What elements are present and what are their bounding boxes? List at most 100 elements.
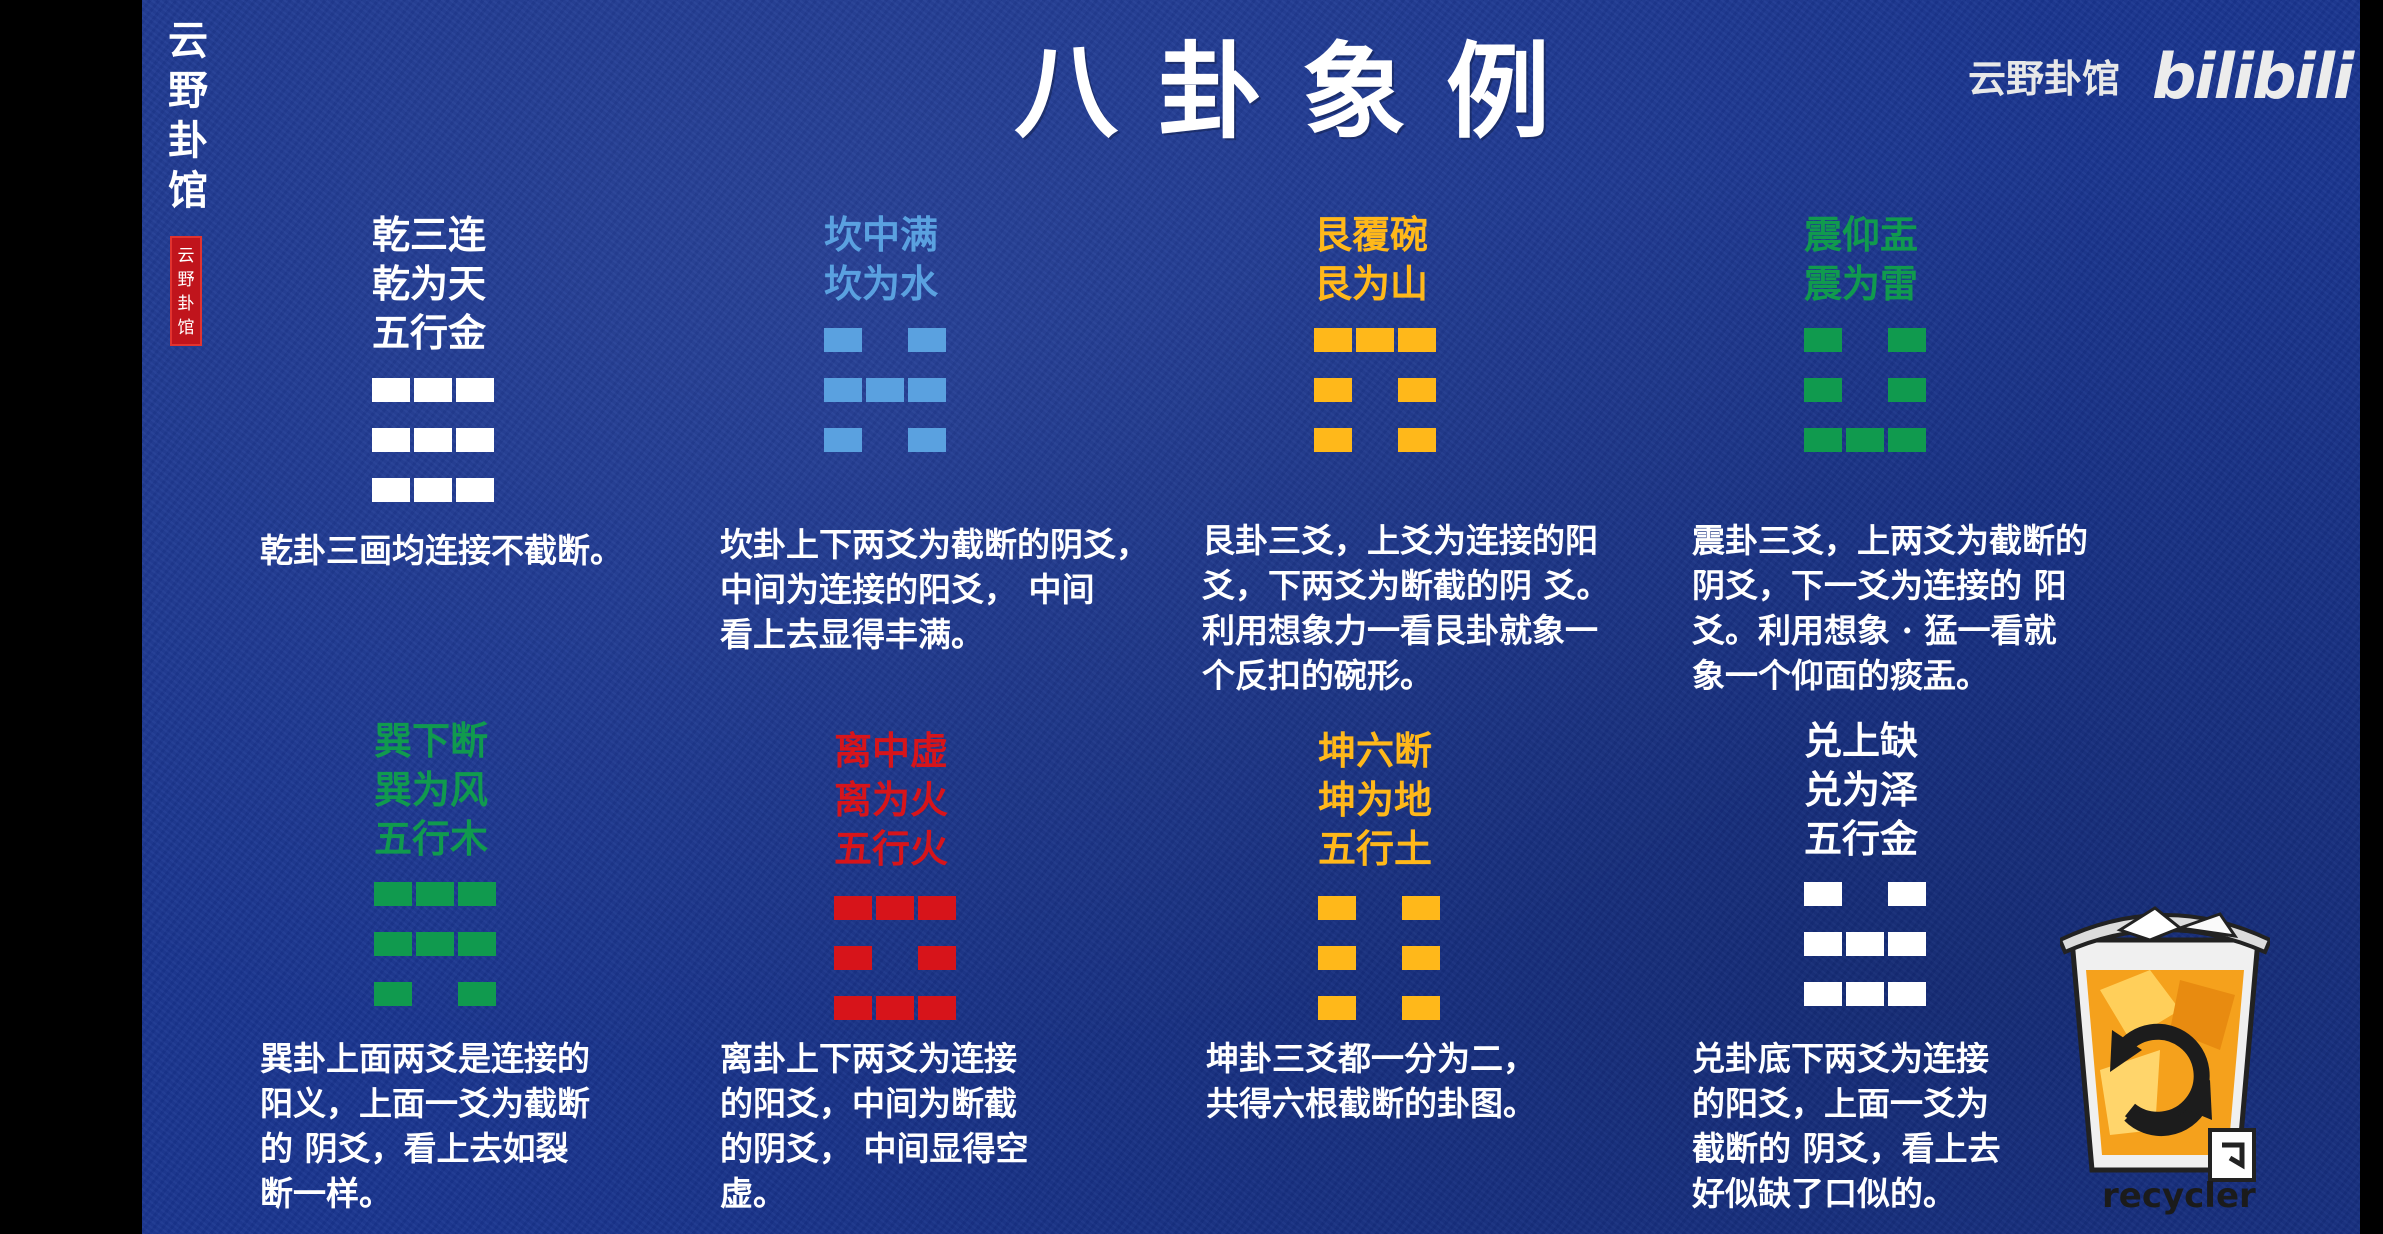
line-segment bbox=[1846, 932, 1884, 956]
description-line: 虚。 bbox=[720, 1174, 786, 1213]
trigram-description: 艮卦三爻，上爻为连接的阳 爻，下两爻为断截的阴 爻。 利用想象力一看艮卦就象一 个反扣… bbox=[1202, 518, 1610, 698]
trigram-description: 巽卦上面两爻是连接的 阳义，上面一爻为截断的 阴爻，看上去如裂 断一样。 bbox=[260, 1036, 590, 1216]
trigram-name: 震仰盂 震为雷 bbox=[1804, 210, 1918, 308]
line-segment bbox=[372, 428, 410, 452]
yang-line bbox=[1804, 932, 1926, 956]
trigram-name-line: 巽为风 bbox=[374, 767, 489, 812]
yang-line bbox=[1314, 328, 1436, 352]
line-segment bbox=[1318, 996, 1356, 1020]
trigram-name: 离中虚 离为火 五行火 bbox=[834, 726, 948, 873]
line-segment bbox=[1846, 428, 1884, 452]
description-line: 截断的 阴爻，看上去 bbox=[1692, 1129, 2001, 1168]
description-line: 阴爻，下一爻为连接的 阳 bbox=[1692, 566, 2067, 605]
description-line: 的阳爻，上面一爻为 bbox=[1692, 1084, 1989, 1123]
line-segment bbox=[1356, 328, 1394, 352]
trigram-description: 兑卦底下两爻为连接 的阳爻，上面一爻为 截断的 阴爻，看上去 好似缺了口似的。 bbox=[1692, 1036, 2001, 1216]
line-segment bbox=[414, 428, 452, 452]
yin-line bbox=[824, 328, 946, 352]
line-segment bbox=[1888, 932, 1926, 956]
bilibili-logo: bilibili bbox=[2152, 40, 2354, 113]
yin-line bbox=[1804, 378, 1926, 402]
line-segment bbox=[458, 882, 496, 906]
trigram-description: 震卦三爻，上两爻为截断的 阴爻，下一爻为连接的 阳爻。利用想象 · 猛一看就 象一个… bbox=[1692, 518, 2088, 698]
line-segment bbox=[908, 378, 946, 402]
description-line: 中间为连接的阳爻， 中间 bbox=[720, 570, 1095, 609]
trigram-description: 坤卦三爻都一分为二， 共得六根截断的卦图。 bbox=[1206, 1036, 1536, 1126]
line-segment bbox=[1888, 882, 1926, 906]
yin-line bbox=[834, 946, 956, 970]
trigram-name-line: 兑为泽 bbox=[1804, 767, 1919, 812]
yin-line bbox=[374, 982, 496, 1006]
line-segment bbox=[1318, 946, 1356, 970]
line-segment bbox=[1804, 932, 1842, 956]
description-line: 利用想象力一看艮卦就象一 bbox=[1202, 611, 1598, 650]
yang-line bbox=[372, 478, 494, 502]
line-segment bbox=[1804, 428, 1842, 452]
line-segment bbox=[1804, 982, 1842, 1006]
yin-line bbox=[1318, 896, 1440, 920]
line-segment bbox=[908, 328, 946, 352]
line-segment bbox=[834, 996, 872, 1020]
description-line: 断一样。 bbox=[260, 1174, 392, 1213]
red-seal-stamp: 云 野 卦 馆 bbox=[170, 236, 202, 346]
line-segment bbox=[372, 378, 410, 402]
line-segment bbox=[1846, 982, 1884, 1006]
trigram-name-line: 震为雷 bbox=[1804, 261, 1919, 306]
trigram-name-line: 乾三连 bbox=[372, 212, 487, 257]
yin-line bbox=[1314, 378, 1436, 402]
trigram-name-line: 五行火 bbox=[834, 826, 949, 871]
trigram-description: 乾卦三画均连接不截断。 bbox=[260, 528, 623, 573]
line-segment bbox=[1888, 378, 1926, 402]
yin-line bbox=[1318, 946, 1440, 970]
line-segment bbox=[918, 996, 956, 1020]
trigram-name: 兑上缺 兑为泽 五行金 bbox=[1804, 716, 1918, 863]
vertical-title-char: 云 bbox=[168, 17, 208, 64]
yang-line bbox=[374, 932, 496, 956]
line-segment bbox=[456, 428, 494, 452]
yang-line bbox=[1804, 428, 1926, 452]
description-line: 巽卦上面两爻是连接的 bbox=[260, 1039, 590, 1078]
line-segment bbox=[374, 882, 412, 906]
vertical-channel-title: 云 野 卦 馆 bbox=[162, 16, 214, 216]
trigram-name-line: 兑上缺 bbox=[1804, 718, 1919, 763]
description-line: 坎卦上下两爻为截断的阴爻， bbox=[720, 525, 1149, 564]
description-line: 兑卦底下两爻为连接 bbox=[1692, 1039, 1989, 1078]
trigram-name: 艮覆碗 艮为山 bbox=[1314, 210, 1428, 308]
yang-line bbox=[834, 896, 956, 920]
line-segment bbox=[918, 946, 956, 970]
line-segment bbox=[834, 896, 872, 920]
seal-char: 云 bbox=[177, 246, 195, 266]
line-segment bbox=[458, 982, 496, 1006]
yin-line bbox=[1314, 428, 1436, 452]
trigram-name-line: 离中虚 bbox=[834, 728, 949, 773]
description-line: 离卦上下两爻为连接 bbox=[720, 1039, 1017, 1078]
line-segment bbox=[414, 378, 452, 402]
line-segment bbox=[1804, 328, 1842, 352]
trigram-name-line: 震仰盂 bbox=[1804, 212, 1919, 257]
description-line: 的 阴爻，看上去如裂 bbox=[260, 1129, 569, 1168]
recycle-bin-icon[interactable] bbox=[2057, 900, 2273, 1230]
channel-name: 云野卦馆 bbox=[1968, 57, 2121, 101]
trigram-name-line: 五行土 bbox=[1318, 826, 1433, 871]
line-segment bbox=[876, 896, 914, 920]
line-segment bbox=[1398, 378, 1436, 402]
line-segment bbox=[414, 478, 452, 502]
trigram-name: 巽下断 巽为风 五行木 bbox=[374, 716, 488, 863]
trigram-name: 乾三连 乾为天 五行金 bbox=[372, 210, 486, 357]
line-segment bbox=[1398, 428, 1436, 452]
description-line: 坤卦三爻都一分为二， bbox=[1206, 1039, 1536, 1078]
line-segment bbox=[374, 932, 412, 956]
description-line: 个反扣的碗形。 bbox=[1202, 656, 1433, 695]
line-segment bbox=[456, 478, 494, 502]
yin-line bbox=[1318, 996, 1440, 1020]
vertical-title-char: 馆 bbox=[168, 167, 208, 214]
line-segment bbox=[416, 932, 454, 956]
page-title: 八卦象例 bbox=[1013, 30, 1590, 153]
line-segment bbox=[824, 328, 862, 352]
description-line: 好似缺了口似的。 bbox=[1692, 1174, 1956, 1213]
yin-line bbox=[1804, 328, 1926, 352]
line-segment bbox=[1314, 328, 1352, 352]
trigram-name-line: 坎中满 bbox=[824, 212, 939, 257]
trigram-name-line: 五行木 bbox=[374, 816, 489, 861]
yin-line bbox=[1804, 882, 1926, 906]
